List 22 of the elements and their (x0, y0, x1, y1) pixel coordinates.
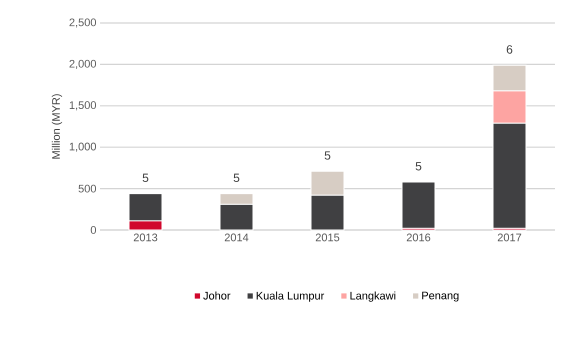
y-tick-label: 500 (78, 184, 96, 192)
legend-label: Langkawi (350, 292, 396, 302)
x-tick-label: 2015 (316, 234, 340, 242)
bar (402, 181, 436, 229)
x-tick-label: 2013 (134, 234, 158, 242)
x-tick-label: 2017 (498, 234, 522, 242)
annotation: 6 (506, 45, 512, 54)
annotation: 5 (416, 162, 422, 170)
y-tick-label: 2,000 (69, 60, 96, 69)
y-tick-label: 2,500 (69, 18, 96, 28)
y-tick-label: 1,000 (70, 142, 96, 152)
annotation: 5 (324, 151, 330, 160)
annotation: 5 (142, 174, 148, 182)
y-axis-title: Million (MYR) (52, 94, 62, 159)
annotation: 5 (234, 174, 240, 182)
y-tick-label: 0 (90, 226, 96, 234)
legend-label: Penang (422, 292, 459, 302)
legend-label: Kuala Lumpur (256, 292, 324, 302)
legend-label: Johor (203, 292, 230, 300)
x-tick-label: 2016 (406, 234, 430, 242)
y-tick-label: 1,500 (70, 101, 96, 110)
x-tick-label: 2014 (224, 234, 248, 242)
